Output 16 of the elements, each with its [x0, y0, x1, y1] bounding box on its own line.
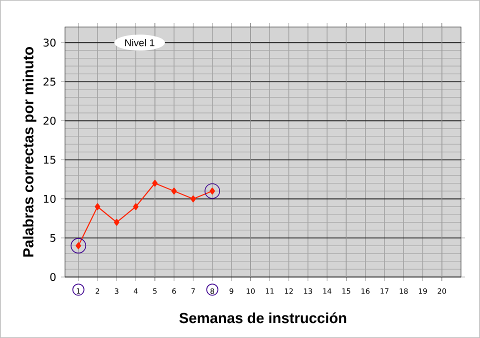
point [190, 195, 196, 202]
y-tick-label: 10 [44, 194, 56, 203]
point [94, 203, 100, 210]
point [114, 218, 120, 226]
y-tick-label: 15 [44, 156, 56, 164]
y-tick-label: 0 [50, 272, 56, 282]
point [171, 188, 177, 195]
point [133, 203, 139, 210]
point [152, 180, 158, 187]
x-axis-title: Semanas de instrucción [179, 312, 346, 324]
annotation: Nivel 1 [125, 38, 154, 46]
y-tick-label: 30 [44, 38, 56, 47]
y-tick-label: 5 [50, 234, 56, 242]
y-axis-title: Palabras correctas por minuto [22, 47, 36, 257]
y-tick-label: 25 [44, 78, 56, 86]
y-tick-label: 20 [44, 116, 56, 125]
